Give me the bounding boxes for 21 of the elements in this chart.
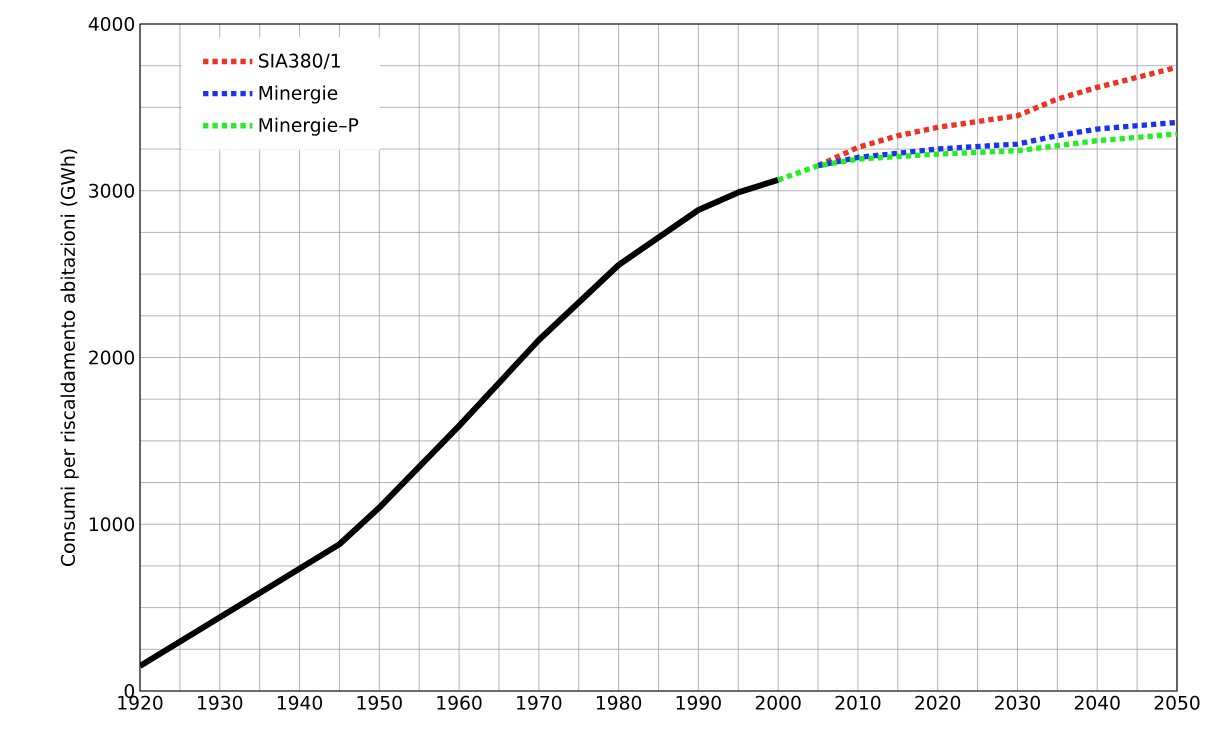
x-tick-label: 2050: [1154, 695, 1200, 710]
legend-label: Minergie–P: [259, 117, 359, 136]
x-tick-label: 1960: [437, 695, 482, 710]
x-tick-label: 1980: [596, 695, 642, 710]
legend-label: SIA380/1: [258, 53, 340, 70]
x-tick-label: 2030: [995, 695, 1040, 710]
y-tick-label: 2000: [89, 350, 135, 365]
x-tick-label: 2000: [755, 695, 801, 710]
y-axis-title: Consumi per riscaldamento abitazioni (GWh): [60, 149, 79, 566]
x-tick-label: 1930: [198, 695, 243, 710]
x-tick-label: 1950: [357, 695, 402, 710]
y-tick-label: 4000: [88, 16, 135, 32]
x-tick-label: 2010: [835, 695, 881, 710]
legend-label: Minergie: [259, 85, 338, 104]
x-tick-label: 1970: [517, 695, 562, 710]
x-tick-label: 2040: [1074, 695, 1120, 710]
x-tick-label: 1990: [676, 695, 721, 710]
x-tick-label: 1940: [277, 695, 323, 710]
y-tick-label: 1000: [89, 517, 135, 532]
x-tick-label: 2020: [915, 695, 961, 710]
y-tick-label: 3000: [89, 183, 135, 198]
